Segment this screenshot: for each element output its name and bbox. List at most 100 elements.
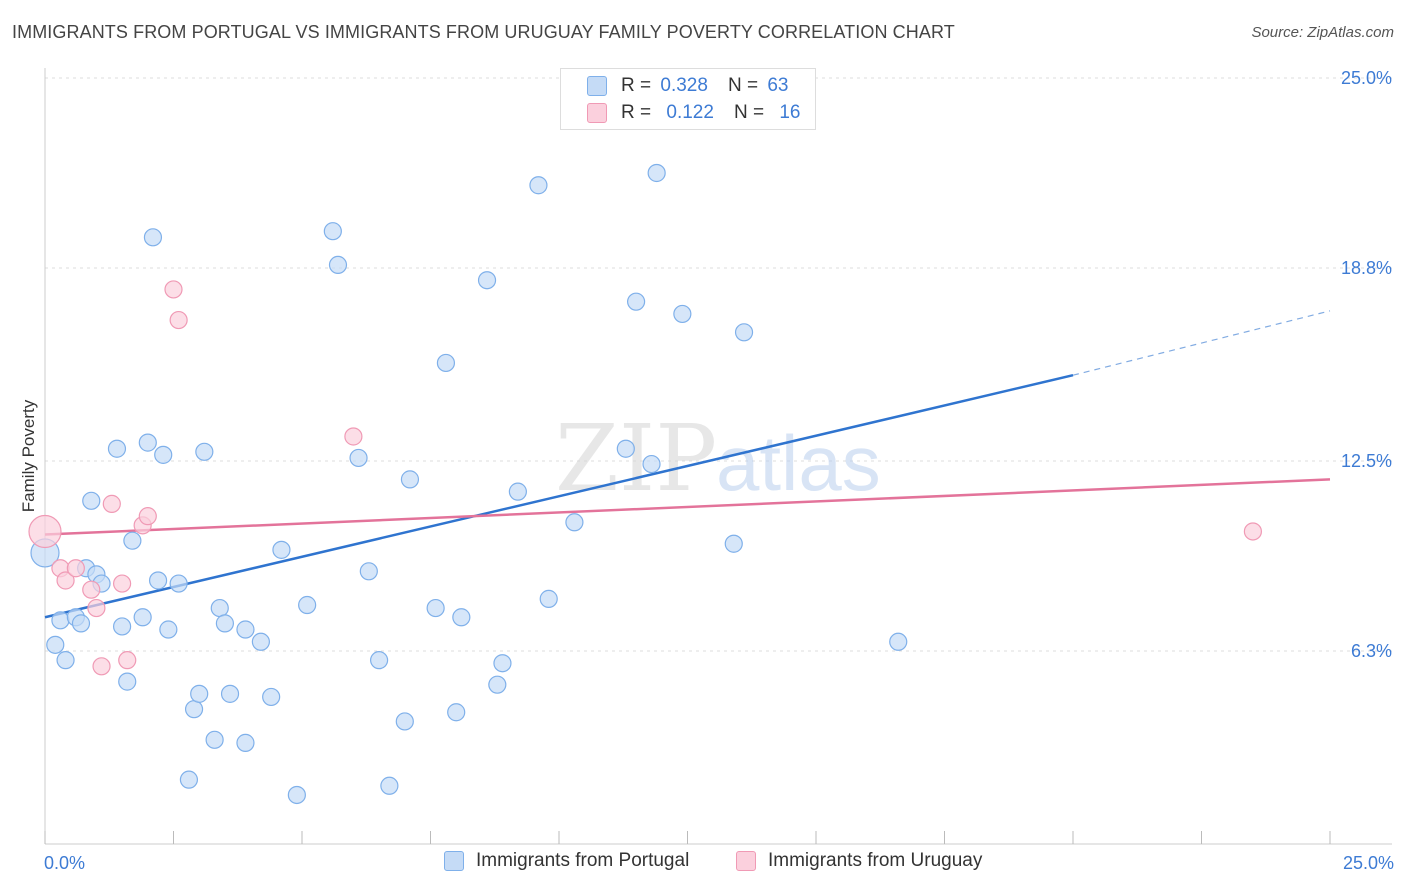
portugal-point xyxy=(51,611,70,630)
portugal-point xyxy=(46,635,65,654)
portugal-point xyxy=(82,491,101,510)
portugal-point xyxy=(734,323,754,342)
y-tick-labels: 6.3% 12.5% 18.8% 25.0% xyxy=(1341,68,1392,661)
portugal-point xyxy=(370,651,389,670)
portugal-point xyxy=(262,687,281,707)
portugal-point xyxy=(488,675,507,694)
portugal-point xyxy=(112,617,132,636)
portugal-point xyxy=(133,608,152,627)
stats-n-value: 16 xyxy=(779,102,801,123)
portugal-trend-line xyxy=(44,373,1074,619)
portugal-point xyxy=(159,620,178,639)
y-tick-label: 25.0% xyxy=(1341,68,1392,88)
uruguay-point xyxy=(56,571,75,590)
series-legend: Immigrants from Portugal Immigrants from… xyxy=(0,850,1406,880)
stats-row-uruguay: R = 0.122 N = 16 xyxy=(587,102,800,124)
uruguay-point xyxy=(66,559,85,578)
portugal-point xyxy=(529,176,548,195)
portugal-point xyxy=(642,454,661,474)
portugal-point xyxy=(236,620,255,639)
uruguay-point xyxy=(344,427,363,446)
uruguay-point xyxy=(112,574,132,593)
portugal-point xyxy=(724,534,743,553)
x-ticks xyxy=(44,831,1331,844)
uruguay-point xyxy=(28,514,62,549)
portugal-point xyxy=(251,632,270,651)
portugal-point xyxy=(143,228,163,247)
portugal-point xyxy=(154,445,173,464)
portugal-point xyxy=(195,442,214,461)
legend-swatch-uruguay xyxy=(736,851,756,871)
uruguay-point xyxy=(164,280,183,299)
portugal-point xyxy=(118,672,137,691)
stats-n-label: N = xyxy=(727,75,759,96)
uruguay-point xyxy=(118,651,137,670)
portugal-point xyxy=(426,598,445,618)
data-points xyxy=(28,163,1263,805)
stats-r-label: R = xyxy=(621,75,652,96)
source-label: Source: ZipAtlas.com xyxy=(1251,24,1394,41)
portugal-point xyxy=(539,589,558,608)
chart-title: IMMIGRANTS FROM PORTUGAL VS IMMIGRANTS F… xyxy=(12,22,955,42)
portugal-point xyxy=(287,785,306,805)
portugal-point xyxy=(179,770,199,789)
stats-n-label: N = xyxy=(733,102,765,123)
portugal-point xyxy=(236,733,255,752)
stats-r-label: R = xyxy=(621,102,652,123)
axes xyxy=(44,68,1392,845)
stats-swatch-portugal xyxy=(587,76,607,96)
portugal-point xyxy=(349,448,368,468)
stats-legend: R = 0.328 N = 63 R = 0.122 N = 16 xyxy=(560,68,816,130)
portugal-point xyxy=(477,271,497,290)
y-axis-label: Family Poverty xyxy=(19,399,38,512)
uruguay-trend-line xyxy=(44,478,1331,536)
portugal-point xyxy=(272,540,291,559)
uruguay-point xyxy=(92,657,111,676)
portugal-point xyxy=(889,632,908,651)
portugal-point xyxy=(436,353,456,373)
portugal-point xyxy=(123,531,142,550)
y-tick-label: 18.8% xyxy=(1341,258,1392,278)
legend-label-portugal: Immigrants from Portugal xyxy=(476,850,690,871)
watermark-atlas: atlas xyxy=(716,419,881,507)
portugal-point xyxy=(565,513,584,532)
grid-lines xyxy=(45,77,1392,652)
portugal-point xyxy=(71,614,91,633)
legend-swatch-portugal xyxy=(444,851,464,871)
stats-row-portugal: R = 0.328 N = 63 xyxy=(587,75,788,97)
stats-n-value: 63 xyxy=(767,75,789,96)
portugal-point xyxy=(673,304,692,324)
portugal-point xyxy=(210,598,229,618)
portugal-point xyxy=(380,776,399,795)
portugal-point xyxy=(626,292,646,311)
legend-item-uruguay[interactable]: Immigrants from Uruguay xyxy=(736,850,982,872)
portugal-point xyxy=(169,574,188,593)
portugal-point xyxy=(493,654,512,673)
legend-item-portugal[interactable]: Immigrants from Portugal xyxy=(444,850,689,872)
stats-r-value: 0.328 xyxy=(660,75,708,96)
portugal-point xyxy=(359,562,378,581)
uruguay-point xyxy=(169,310,188,330)
stats-swatch-uruguay xyxy=(587,103,607,123)
portugal-point xyxy=(400,470,420,489)
portugal-point xyxy=(215,614,234,633)
x-tick-label: 0.0% xyxy=(44,853,85,873)
portugal-point xyxy=(298,595,317,615)
legend-label-uruguay: Immigrants from Uruguay xyxy=(768,850,983,871)
portugal-point xyxy=(190,684,209,703)
uruguay-point xyxy=(87,598,106,618)
portugal-point xyxy=(452,608,471,627)
portugal-point xyxy=(184,700,204,719)
portugal-point xyxy=(220,684,240,703)
uruguay-point xyxy=(82,580,101,599)
portugal-trend-extension xyxy=(1072,310,1331,376)
stats-r-value: 0.122 xyxy=(666,102,714,123)
portugal-point xyxy=(56,651,75,670)
y-tick-label: 12.5% xyxy=(1341,451,1392,471)
portugal-point xyxy=(447,703,466,722)
portugal-point xyxy=(647,163,666,183)
portugal-point xyxy=(138,433,157,452)
portugal-point xyxy=(148,571,168,590)
x-tick-label: 25.0% xyxy=(1343,853,1394,873)
